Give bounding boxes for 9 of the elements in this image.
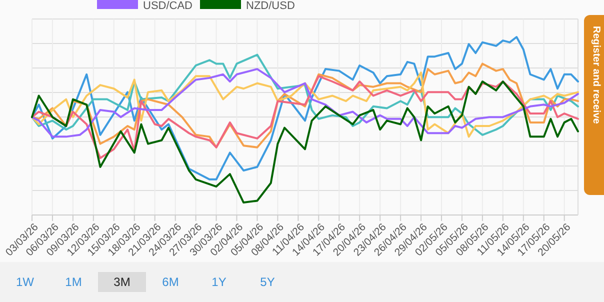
text: 3M (114, 275, 130, 290)
text: 5Y (260, 275, 275, 290)
text: 6M (162, 275, 179, 290)
legend-label: NZD/USD (246, 0, 295, 12)
text: 1M (65, 275, 82, 290)
text: Register and receive (590, 26, 602, 124)
text: 1W (16, 275, 35, 290)
text: 1Y (212, 275, 226, 290)
legend-label: USD/CAD (143, 0, 193, 12)
